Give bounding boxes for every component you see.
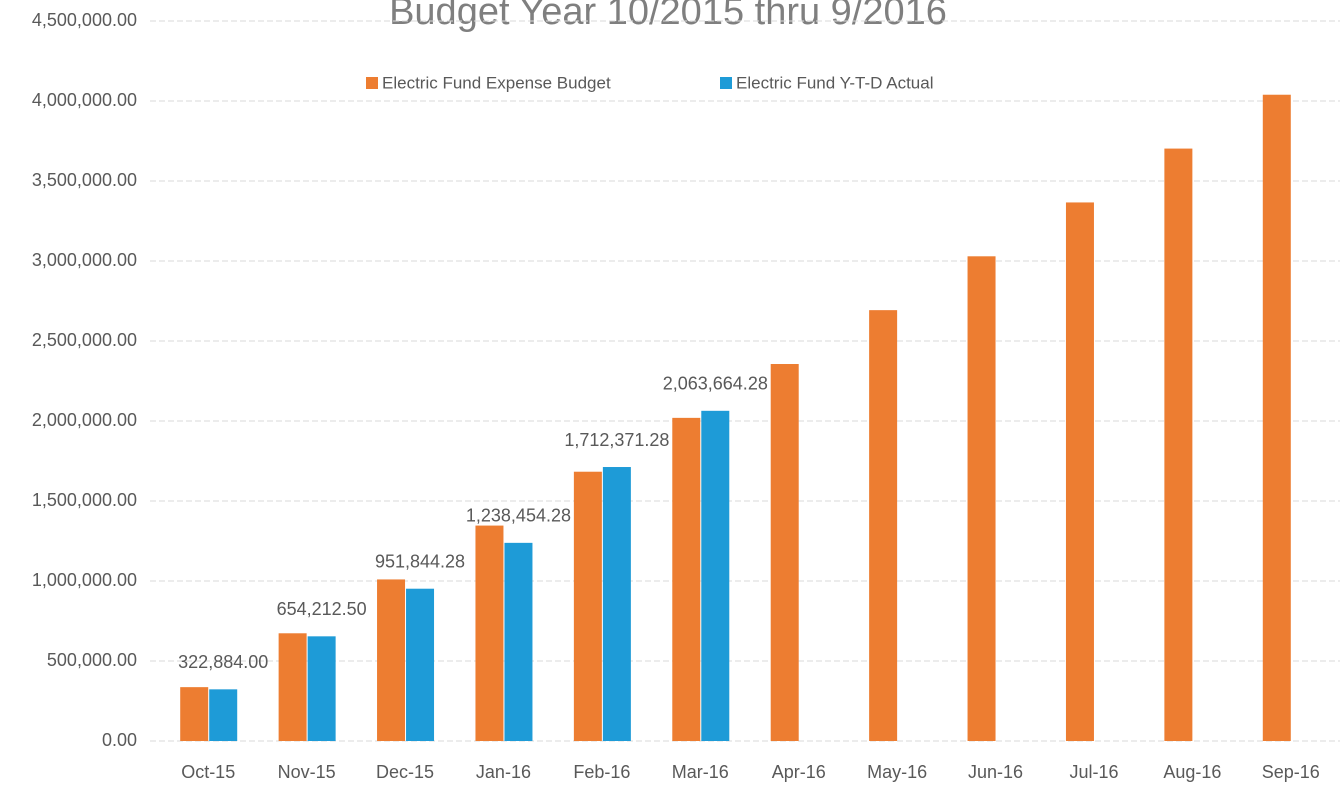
bar	[573, 471, 602, 741]
y-tick-label: 500,000.00	[47, 650, 137, 670]
legend-label: Electric Fund Y-T-D Actual	[736, 73, 933, 92]
x-tick-label: Nov-15	[278, 762, 336, 782]
bar	[672, 417, 701, 741]
x-tick-label: Mar-16	[672, 762, 729, 782]
data-label: 951,844.28	[375, 551, 465, 571]
legend-key	[366, 77, 378, 89]
y-tick-label: 2,000,000.00	[32, 410, 137, 430]
bar	[209, 689, 238, 741]
bar	[701, 410, 730, 741]
data-label: 322,884.00	[178, 652, 268, 672]
data-label: 654,212.50	[277, 599, 367, 619]
x-tick-label: Jan-16	[476, 762, 531, 782]
x-tick-label: May-16	[867, 762, 927, 782]
y-tick-label: 0.00	[102, 730, 137, 750]
bar	[406, 588, 435, 741]
y-tick-label: 2,500,000.00	[32, 330, 137, 350]
x-tick-label: Dec-15	[376, 762, 434, 782]
chart-title: Budget Year 10/2015 thru 9/2016	[389, 0, 947, 33]
bar	[1065, 202, 1094, 741]
y-tick-label: 1,500,000.00	[32, 490, 137, 510]
x-tick-label: Jul-16	[1069, 762, 1118, 782]
data-label: 2,063,664.28	[663, 374, 768, 394]
x-tick-label: Sep-16	[1262, 762, 1320, 782]
y-tick-label: 3,000,000.00	[32, 250, 137, 270]
bar	[504, 542, 533, 741]
bar	[1262, 94, 1291, 741]
x-tick-label: Apr-16	[772, 762, 826, 782]
bar	[770, 364, 799, 741]
bar	[307, 636, 336, 741]
bar	[967, 256, 996, 741]
x-tick-label: Oct-15	[181, 762, 235, 782]
legend-key	[720, 77, 732, 89]
y-tick-label: 1,000,000.00	[32, 570, 137, 590]
data-label: 1,712,371.28	[564, 430, 669, 450]
bar	[869, 310, 898, 741]
data-label: 1,238,454.28	[466, 506, 571, 526]
x-tick-label: Jun-16	[968, 762, 1023, 782]
bar	[1164, 148, 1193, 742]
x-tick-label: Aug-16	[1163, 762, 1221, 782]
bar	[180, 687, 209, 741]
x-tick-label: Feb-16	[573, 762, 630, 782]
y-tick-label: 4,000,000.00	[32, 90, 137, 110]
bar	[377, 579, 406, 741]
bar	[278, 633, 307, 741]
bar	[602, 467, 631, 741]
y-tick-label: 3,500,000.00	[32, 170, 137, 190]
y-tick-label: 4,500,000.00	[32, 10, 137, 30]
legend-label: Electric Fund Expense Budget	[382, 73, 611, 92]
bar	[475, 525, 504, 741]
